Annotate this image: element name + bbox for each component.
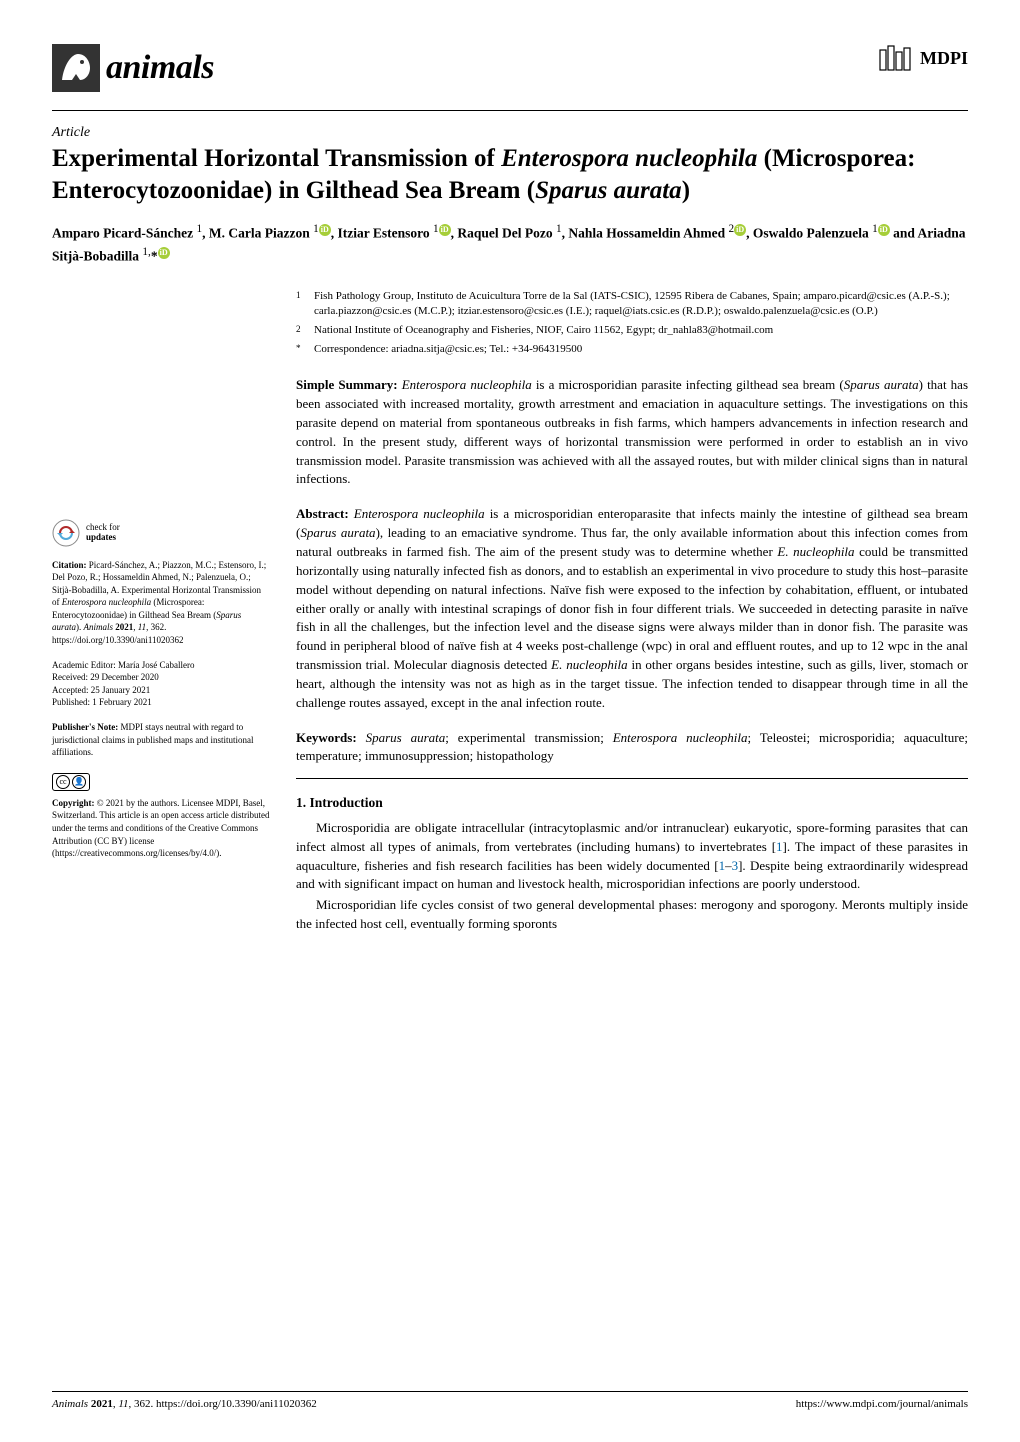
- journal-logo: animals: [52, 44, 214, 92]
- keywords-text: Sparus aurata; experimental transmission…: [296, 730, 968, 764]
- section-1-para-1: Microsporidia are obligate intracellular…: [296, 819, 968, 894]
- academic-editor: Academic Editor: María José Caballero: [52, 659, 270, 672]
- citation-text: Picard-Sánchez, A.; Piazzon, M.C.; Esten…: [52, 560, 266, 646]
- section-1-heading: 1. Introduction: [296, 793, 968, 813]
- abstract: Abstract: Enterospora nucleophila is a m…: [296, 505, 968, 712]
- cc-by-icon: cc👤: [52, 773, 90, 791]
- journal-name: animals: [106, 49, 214, 87]
- affiliation-number: 1: [296, 289, 306, 321]
- affiliation-row: 2 National Institute of Oceanography and …: [296, 323, 968, 339]
- publishers-note: Publisher's Note: MDPI stays neutral wit…: [52, 721, 270, 759]
- affiliations: 1Fish Pathology Group, Instituto de Acui…: [296, 289, 968, 359]
- accepted-date: Accepted: 25 January 2021: [52, 684, 270, 697]
- animals-logo-icon: [52, 44, 100, 92]
- publisher-logo: MDPI: [878, 44, 968, 72]
- page-footer: Animals 2021, 11, 362. https://doi.org/1…: [52, 1391, 968, 1410]
- copyright-block: Copyright: © 2021 by the authors. Licens…: [52, 797, 270, 860]
- affiliation-text: National Institute of Oceanography and F…: [314, 323, 968, 339]
- affiliation-row: 1Fish Pathology Group, Instituto de Acui…: [296, 289, 968, 321]
- abstract-label: Abstract:: [296, 506, 349, 521]
- keywords-label: Keywords:: [296, 730, 357, 745]
- publisher-name: MDPI: [920, 48, 968, 69]
- editorial-meta: Academic Editor: María José Caballero Re…: [52, 659, 270, 709]
- check-updates-label: check forupdates: [86, 523, 120, 543]
- simple-summary-label: Simple Summary:: [296, 377, 398, 392]
- section-rule: [296, 778, 968, 779]
- check-for-updates[interactable]: check forupdates: [52, 519, 270, 547]
- article-title: Experimental Horizontal Transmission of …: [52, 143, 968, 207]
- top-bar: animals MDPI: [52, 44, 968, 92]
- authors-line: Amparo Picard-Sánchez 1, M. Carla Piazzo…: [52, 221, 968, 267]
- abstract-text: Enterospora nucleophila is a microsporid…: [296, 506, 968, 709]
- simple-summary-text: Enterospora nucleophila is a microsporid…: [296, 377, 968, 486]
- pubnote-label: Publisher's Note:: [52, 722, 118, 732]
- header-rule: [52, 110, 968, 111]
- main-column: 1Fish Pathology Group, Instituto de Acui…: [296, 289, 968, 936]
- license-badge: cc👤: [52, 773, 270, 791]
- affiliation-row: * Correspondence: ariadna.sitja@csic.es; …: [296, 342, 968, 358]
- mdpi-icon: [878, 44, 916, 72]
- footer-right: https://www.mdpi.com/journal/animals: [796, 1398, 968, 1410]
- affiliation-text: Correspondence: ariadna.sitja@csic.es; T…: [314, 342, 968, 358]
- affiliation-text: Fish Pathology Group, Instituto de Acuic…: [314, 289, 968, 321]
- citation-label: Citation:: [52, 560, 87, 570]
- article-type: Article: [52, 125, 968, 141]
- check-updates-icon: [52, 519, 80, 547]
- affiliation-number: 2: [296, 323, 306, 339]
- published-date: Published: 1 February 2021: [52, 696, 270, 709]
- simple-summary: Simple Summary: Enterospora nucleophila …: [296, 376, 968, 489]
- citation-block: Citation: Picard-Sánchez, A.; Piazzon, M…: [52, 559, 270, 647]
- copyright-label: Copyright:: [52, 798, 95, 808]
- by-icon: 👤: [72, 775, 86, 789]
- sidebar-column: check forupdates Citation: Picard-Sánche…: [52, 289, 270, 936]
- received-date: Received: 29 December 2020: [52, 671, 270, 684]
- section-1-para-2: Microsporidian life cycles consist of tw…: [296, 896, 968, 934]
- affiliation-number: *: [296, 342, 306, 358]
- keywords: Keywords: Sparus aurata; experimental tr…: [296, 729, 968, 767]
- footer-left: Animals 2021, 11, 362. https://doi.org/1…: [52, 1398, 317, 1410]
